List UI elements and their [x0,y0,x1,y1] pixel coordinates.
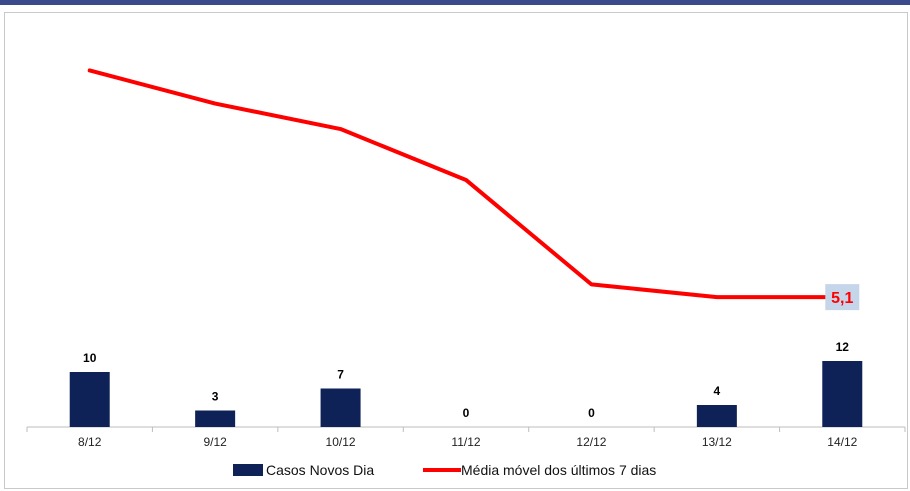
line-last-label-box [825,284,860,311]
bar-data-label: 12 [836,340,850,354]
x-tick-label: 10/12 [326,435,356,449]
bar-data-label: 3 [212,390,219,404]
bar-casos-novos [69,372,110,427]
bar-data-label: 0 [588,406,595,420]
bar-data-label: 0 [463,406,470,420]
top-accent-bar [0,0,910,5]
chart-panel [4,12,908,489]
legend-swatch-casos [233,464,263,476]
bar-casos-novos [320,388,361,427]
line-last-data-label: 5,1 [831,290,853,307]
x-tick-label: 12/12 [576,435,606,449]
x-tick-label: 13/12 [702,435,732,449]
bar-casos-novos [822,361,863,427]
bar-casos-novos [195,410,236,427]
bar-casos-novos [696,405,737,427]
x-tick-label: 11/12 [451,435,480,449]
x-tick-label: 8/12 [78,435,102,449]
legend-label-media: Média móvel dos últimos 7 dias [461,462,656,478]
x-tick-label: 14/12 [827,435,857,449]
bar-data-label: 10 [83,351,97,365]
x-tick-label: 9/12 [203,435,227,449]
legend-label-casos: Casos Novos Dia [266,462,374,478]
line-media-movel [87,68,845,300]
bar-data-label: 4 [714,384,721,398]
bar-data-label: 7 [337,368,344,382]
